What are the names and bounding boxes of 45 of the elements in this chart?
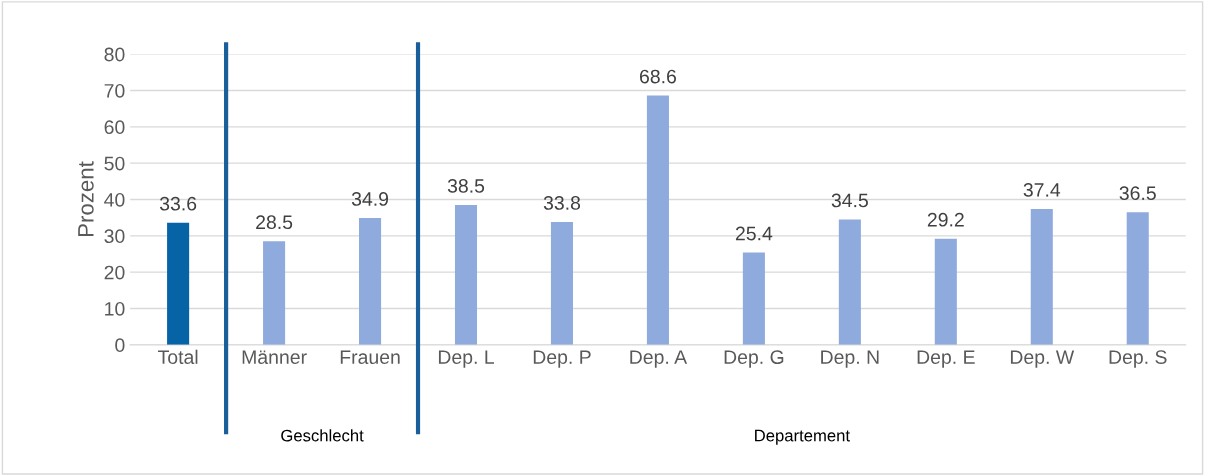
x-tick-label: Dep. G (724, 350, 784, 368)
bar (646, 95, 669, 345)
y-tick-label: 40 (104, 192, 125, 207)
data-label: 34.5 (831, 193, 868, 208)
data-label: 34.9 (351, 192, 389, 206)
text: Geschlecht (281, 429, 364, 442)
bar (454, 204, 478, 345)
x-tick-label: Dep. P (533, 350, 591, 368)
bar (1030, 208, 1053, 345)
data-label: 38.5 (447, 179, 485, 193)
x-tick-label: Dep. E (917, 350, 975, 368)
data-label: 33.8 (543, 196, 581, 210)
data-label: 37.4 (1023, 183, 1061, 197)
y-tick-label: 0 (115, 338, 125, 353)
bar (263, 241, 286, 345)
data-label: 28.5 (256, 215, 293, 230)
y-tick-label: 80 (104, 47, 125, 62)
data-label: 29.2 (927, 212, 964, 227)
bar (550, 222, 573, 345)
bar (1126, 212, 1149, 345)
x-tick-label: Dep. N (821, 350, 879, 368)
x-tick-label: Dep. W (1010, 350, 1075, 368)
y-tick-label: 30 (104, 229, 125, 244)
y-tick-label: 60 (104, 120, 125, 135)
x-tick-label: Dep. L (438, 350, 495, 368)
bar (934, 238, 957, 345)
data-label: 33.6 (159, 196, 197, 211)
data-label: 68.6 (640, 69, 676, 84)
bar (167, 222, 190, 345)
bar (742, 252, 765, 345)
y-tick-label: 70 (104, 83, 125, 98)
text: Departement (755, 429, 850, 445)
y-tick-label: 10 (105, 301, 125, 316)
y-tick-label: 20 (104, 265, 125, 280)
y-axis-title: Prozent (78, 161, 94, 236)
bar (359, 218, 382, 345)
data-label: 25.4 (735, 226, 773, 241)
data-label: 36.5 (1119, 186, 1156, 201)
x-tick-label: Total (158, 349, 198, 364)
bar (838, 219, 861, 345)
y-tick-label: 50 (104, 156, 125, 171)
x-tick-label: Dep. S (1109, 350, 1167, 368)
x-tick-label: Dep. A (630, 350, 688, 368)
x-tick-label: Männer (242, 350, 307, 364)
x-tick-label: Frauen (340, 350, 400, 364)
